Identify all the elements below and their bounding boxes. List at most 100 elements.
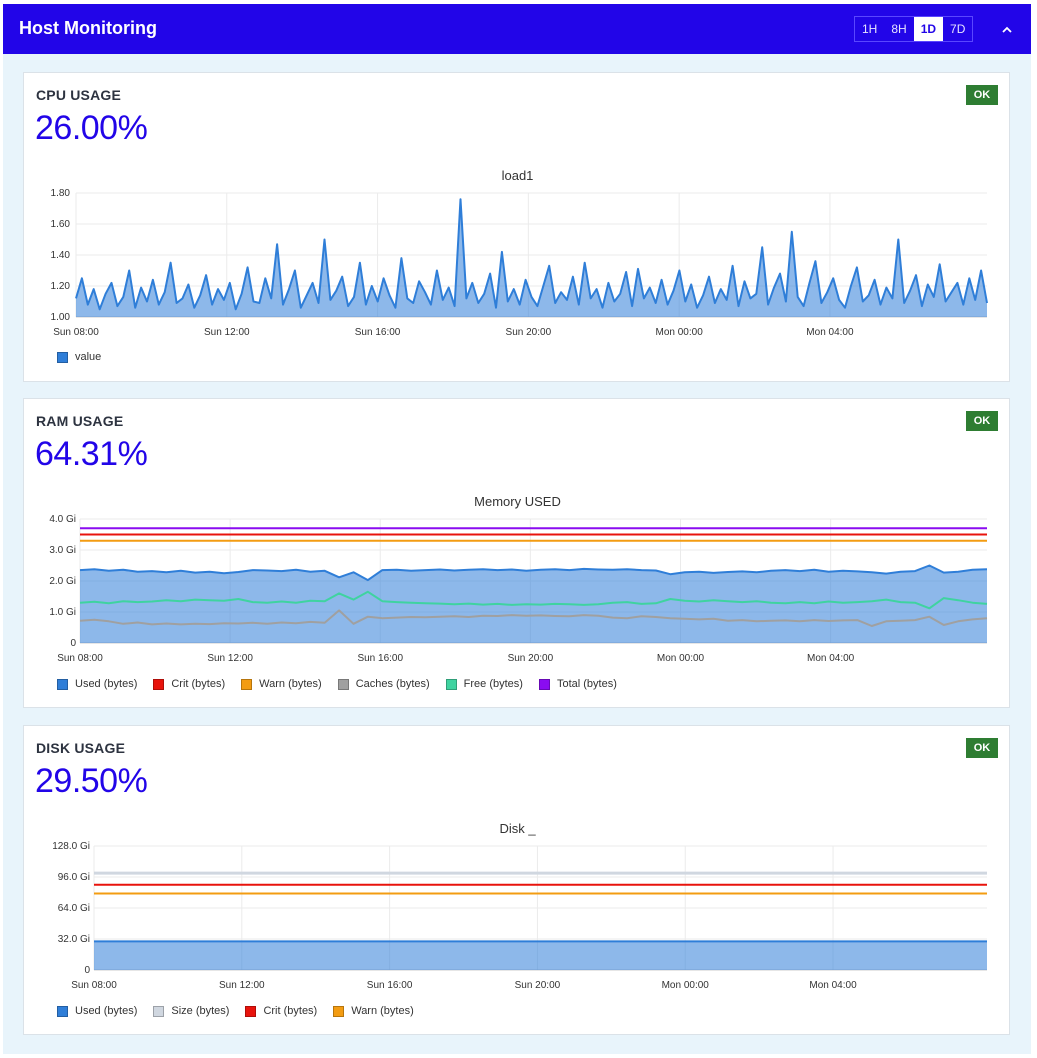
legend-label: Crit (bytes) [171,678,226,690]
cpu-usage-card: CPU USAGE 26.00% OK load1 1.00 1.20 1.40 1.… [23,72,1010,382]
y-tick-label: 3.0 Gi [49,545,76,556]
panel-header: Host Monitoring 1H 8H 1D 7D [3,4,1031,54]
x-tick-label: Sun 20:00 [515,980,561,991]
x-tick-label: Sun 20:00 [508,653,554,664]
y-tick-label: 1.0 Gi [49,607,76,618]
x-tick-label: Sun 20:00 [506,327,552,338]
x-tick-label: Mon 00:00 [656,327,704,338]
series-line-value [75,198,988,311]
load1-chart: 1.00 1.20 1.40 1.60 1.80 Sun 08:00 Sun 12:00 Su… [51,188,988,338]
card-title: CPU USAGE [36,87,122,103]
status-badge: OK [966,411,998,431]
legend-swatch [333,1005,345,1017]
legend-label: Used (bytes) [75,678,138,690]
legend-swatch [57,678,68,690]
status-badge: OK [966,85,998,105]
range-7d-button[interactable]: 7D [950,22,966,36]
legend-label: Caches (bytes) [355,678,430,690]
x-tick-label: Mon 04:00 [807,653,855,664]
legend-item-crit-bytes[interactable]: Crit (bytes) [153,678,225,690]
x-tick-label: Sun 12:00 [219,980,265,991]
series-area-used-bytes [94,941,987,970]
y-tick-label: 64.0 Gi [58,903,90,914]
memory-used-chart: 0 1.0 Gi 2.0 Gi 3.0 Gi 4.0 Gi Sun 08:00 Sun 12… [49,514,988,664]
x-tick-label: Sun 08:00 [57,653,103,664]
chart-title: load1 [501,168,534,183]
legend-swatch [153,678,165,690]
legend-item-size-bytes[interactable]: Size (bytes) [153,1005,229,1017]
collapse-button[interactable] [995,16,1019,42]
host-monitoring-panel: Host Monitoring 1H 8H 1D 7D CPU USAGE 26… [3,4,1031,1054]
legend-label: Free (bytes) [463,678,523,690]
legend-item-used-bytes[interactable]: Used (bytes) [57,1005,137,1017]
x-tick-label: Sun 08:00 [53,327,99,338]
x-tick-label: Mon 04:00 [806,327,854,338]
legend-item-used-bytes[interactable]: Used (bytes) [57,678,137,690]
range-1h-button[interactable]: 1H [862,22,878,36]
legend-label: Warn (bytes) [351,1005,414,1017]
legend-item-value[interactable]: value [57,351,101,363]
legend-label: Warn (bytes) [259,678,322,690]
legend-item-crit-bytes[interactable]: Crit (bytes) [245,1005,317,1017]
range-8h-button[interactable]: 8H [891,22,907,36]
legend-label: Size (bytes) [171,1005,230,1017]
legend-item-warn-bytes[interactable]: Warn (bytes) [333,1005,414,1017]
legend-label: Used (bytes) [75,1005,138,1017]
legend-label: Crit (bytes) [263,1005,318,1017]
chart-legend: Used (bytes) Crit (bytes) Warn (bytes) Cach… [57,678,633,690]
y-tick-label: 0 [70,638,76,649]
y-tick-label: 0 [84,965,90,976]
legend-swatch [57,1005,68,1017]
series-line-used-bytes [79,564,988,582]
y-tick-label: 1.40 [51,250,71,261]
legend-item-free-bytes[interactable]: Free (bytes) [445,678,523,690]
legend-item-total-bytes[interactable]: Total (bytes) [538,678,617,690]
range-1d-button[interactable]: 1D [913,17,944,41]
x-tick-label: Sun 08:00 [71,980,117,991]
status-badge: OK [966,738,998,758]
legend-swatch [245,1005,257,1017]
legend-swatch [153,1005,165,1017]
legend-swatch [337,678,349,690]
x-tick-label: Sun 16:00 [355,327,401,338]
legend-swatch [241,678,253,690]
card-title: DISK USAGE [36,740,126,756]
y-tick-label: 128.0 Gi [52,841,90,852]
legend-swatch [538,678,550,690]
x-tick-label: Sun 12:00 [207,653,253,664]
chevron-up-icon [1002,26,1012,33]
disk-usage-card: DISK USAGE 29.50% OK Disk _ 0 32.0 Gi 64.0… [23,725,1010,1035]
card-title: RAM USAGE [36,413,124,429]
cpu-usage-value: 26.00% [35,109,148,147]
x-tick-label: Sun 16:00 [357,653,403,664]
ram-usage-value: 64.31% [35,435,148,473]
x-tick-label: Sun 12:00 [204,327,250,338]
x-tick-label: Mon 04:00 [809,980,857,991]
legend-item-caches-bytes[interactable]: Caches (bytes) [337,678,430,690]
y-tick-label: 4.0 Gi [49,514,76,525]
series-line-caches-bytes [79,609,988,627]
disk-usage-value: 29.50% [35,762,148,800]
legend-swatch [445,678,457,690]
chart-title: Disk _ [499,821,536,836]
legend-label: Total (bytes) [556,678,617,690]
y-tick-label: 1.80 [51,188,71,199]
y-tick-label: 2.0 Gi [49,576,76,587]
disk-chart: 0 32.0 Gi 64.0 Gi 96.0 Gi 128.0 Gi Sun 08:00 S… [52,841,987,991]
y-tick-label: 1.20 [51,281,71,292]
y-tick-label: 1.60 [51,219,71,230]
ram-usage-card: RAM USAGE 64.31% OK Memory USED 0 1.0 Gi 2… [23,398,1010,708]
x-tick-label: Sun 16:00 [367,980,413,991]
y-tick-label: 32.0 Gi [58,934,90,945]
time-range-selector: 1H 8H 1D 7D [854,16,974,42]
legend-item-warn-bytes[interactable]: Warn (bytes) [241,678,322,690]
x-tick-label: Mon 00:00 [662,980,710,991]
y-tick-label: 1.00 [51,312,71,323]
chart-legend: Used (bytes) Size (bytes) Crit (bytes) Warn… [57,1005,430,1017]
legend-label: value [75,351,102,363]
panel-title: Host Monitoring [19,18,157,38]
legend-swatch [57,351,68,363]
y-tick-label: 96.0 Gi [58,872,90,883]
series-line-free-bytes [79,590,988,610]
chart-title: Memory USED [474,494,561,509]
